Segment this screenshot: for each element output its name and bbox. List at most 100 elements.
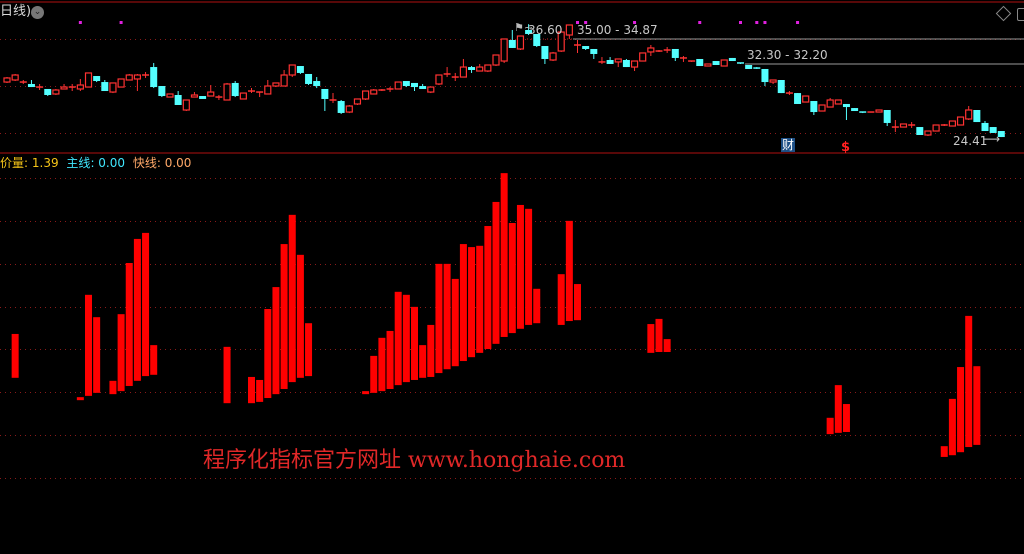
indicator-bar: [508, 223, 516, 334]
gap-label-2: 32.30 - 32.20: [747, 48, 828, 62]
candle: [785, 91, 793, 95]
indicator-bar: [296, 254, 304, 378]
candles: [3, 24, 1005, 138]
candle-body: [924, 130, 932, 136]
candle: [158, 86, 166, 98]
chevron-down-circle-icon[interactable]: ⌄: [31, 6, 44, 19]
candle-body: [989, 127, 997, 133]
candle: [52, 88, 60, 95]
candle: [451, 72, 459, 82]
candle-body: [932, 124, 940, 132]
candle: [272, 82, 280, 88]
candle: [737, 62, 744, 64]
candle: [459, 58, 467, 78]
indicator-bar: [150, 345, 158, 375]
candle-body: [639, 52, 647, 62]
indicator-bar: [142, 232, 150, 377]
candle: [916, 127, 924, 135]
candle-body: [394, 81, 402, 90]
candle: [590, 48, 598, 59]
candle-body: [296, 66, 304, 73]
candle: [76, 78, 84, 92]
candle-body: [174, 95, 182, 105]
high-price-label: 36.60: [528, 23, 563, 37]
candle-body: [997, 131, 1005, 138]
candle-body: [647, 47, 655, 53]
candle: [288, 64, 296, 78]
candle: [663, 47, 671, 53]
indicator-bar: [948, 398, 956, 456]
candle-body: [549, 52, 557, 61]
candle-body: [313, 81, 321, 87]
candle-body: [533, 33, 541, 47]
candle: [419, 83, 427, 89]
candle: [859, 111, 867, 114]
candle: [720, 59, 728, 67]
candle-body: [353, 98, 362, 105]
candle-body: [630, 60, 639, 68]
candle: [818, 104, 826, 112]
candle-body: [411, 82, 418, 88]
event-dot: [763, 21, 767, 24]
indicator-bar: [378, 337, 386, 392]
candle-body: [883, 110, 891, 123]
candle-body: [802, 95, 810, 103]
finance-badge[interactable]: 财: [781, 138, 796, 152]
candle: [630, 60, 639, 72]
period-label[interactable]: 日线): [0, 4, 32, 19]
candle-body: [402, 81, 410, 87]
candle: [394, 81, 402, 90]
event-dot: [633, 21, 637, 24]
candle-body: [606, 60, 614, 64]
candle: [443, 67, 451, 78]
candle-body: [508, 40, 516, 48]
candle-body: [745, 65, 753, 69]
candle-body: [582, 46, 590, 49]
candle: [84, 72, 93, 88]
dividend-badge[interactable]: $: [841, 140, 851, 155]
candle-body: [305, 73, 313, 84]
candle-body: [370, 89, 378, 95]
candle: [313, 77, 321, 89]
indicator-bar: [264, 309, 272, 399]
window-icon[interactable]: [1017, 8, 1024, 21]
candle: [598, 57, 606, 64]
candle: [541, 46, 549, 64]
indicator-bar: [516, 204, 524, 329]
candle: [525, 24, 533, 35]
indicator-bar: [476, 245, 484, 353]
indicator-bar: [419, 345, 427, 378]
candle-body: [981, 122, 989, 132]
candle: [679, 56, 687, 62]
candle-body: [468, 67, 476, 70]
candle-body: [875, 109, 883, 113]
indicator-item-fast-line: 快线: 0.00: [132, 156, 192, 170]
candle: [965, 106, 973, 120]
candle: [435, 74, 443, 85]
candle: [500, 38, 508, 63]
candle: [997, 131, 1005, 138]
indicator-bar: [117, 314, 125, 392]
candle: [305, 73, 313, 85]
candle: [484, 64, 492, 73]
indicator-bar: [484, 226, 492, 349]
candle: [753, 67, 761, 69]
candle-body: [280, 74, 288, 87]
candle-body: [826, 99, 834, 108]
candle-body: [590, 48, 598, 54]
event-dot: [576, 21, 579, 24]
indicator-bar: [272, 287, 280, 395]
indicator-bar: [11, 333, 19, 378]
indicator-bar: [451, 278, 459, 367]
indicator-bar: [386, 330, 394, 389]
candle-body: [52, 89, 60, 95]
candle-body: [712, 61, 720, 65]
indicator-bar: [435, 263, 443, 374]
candle-body: [899, 123, 908, 128]
candle: [810, 101, 818, 115]
candle-body: [166, 93, 174, 98]
candle-body: [362, 90, 370, 100]
candle-body: [484, 64, 492, 72]
indicator-bar: [427, 324, 435, 377]
